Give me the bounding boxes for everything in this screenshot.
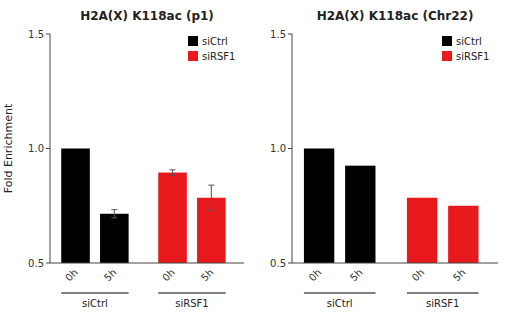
legend: siCtrl siRSF1 bbox=[442, 36, 489, 62]
legend: siCtrl siRSF1 bbox=[188, 36, 235, 62]
x-axis bbox=[50, 263, 244, 264]
group-bracket bbox=[158, 293, 225, 294]
y-tick bbox=[46, 148, 50, 149]
bar bbox=[345, 166, 375, 263]
x-tick-label: 0h bbox=[160, 267, 177, 284]
x-tick-label: 5h bbox=[102, 267, 119, 284]
group-bracket bbox=[61, 293, 128, 294]
chart-root: H2A(X) K118ac (p1) Fold Enrichment 0.5 1.0 1… bbox=[0, 0, 508, 333]
y-axis-label: Fold Enrichment bbox=[2, 103, 15, 193]
marks bbox=[61, 149, 225, 264]
error-bar bbox=[170, 170, 176, 175]
error-cap bbox=[170, 175, 176, 176]
y-tick-label: 0.5 bbox=[28, 258, 44, 269]
y-tick bbox=[288, 263, 292, 264]
panel: H2A(X) K118ac (Chr22) 0.5 1.0 1.5 0h 5h siCtrl… bbox=[270, 9, 498, 309]
y-tick-label: 1.0 bbox=[28, 143, 44, 154]
legend-label: siRSF1 bbox=[456, 51, 489, 62]
y-tick-label: 1.5 bbox=[270, 29, 286, 40]
error-stem bbox=[172, 170, 173, 175]
panel: H2A(X) K118ac (p1) Fold Enrichment 0.5 1.0 1… bbox=[2, 9, 244, 309]
y-tick bbox=[288, 34, 292, 35]
error-stem bbox=[211, 185, 212, 210]
x-tick-label: 5h bbox=[451, 267, 468, 284]
y-axis bbox=[292, 34, 293, 263]
group-label: siCtrl bbox=[82, 298, 108, 309]
error-stem bbox=[114, 210, 115, 218]
legend-swatch bbox=[442, 51, 452, 61]
y-axis bbox=[50, 34, 51, 263]
y-tick-label: 1.0 bbox=[270, 143, 286, 154]
bar bbox=[100, 214, 129, 263]
bar bbox=[158, 173, 187, 263]
group-bracket bbox=[407, 293, 479, 294]
error-cap bbox=[208, 210, 214, 211]
bar bbox=[304, 149, 334, 264]
error-cap bbox=[170, 169, 176, 170]
bar bbox=[61, 149, 90, 264]
x-tick-label: 0h bbox=[63, 267, 80, 284]
group-label: siCtrl bbox=[327, 298, 353, 309]
marks bbox=[304, 149, 479, 264]
x-tick-label: 5h bbox=[199, 267, 216, 284]
y-tick bbox=[46, 263, 50, 264]
y-tick bbox=[288, 148, 292, 149]
group-bracket bbox=[304, 293, 376, 294]
legend-label: siRSF1 bbox=[202, 51, 235, 62]
legend-label: siCtrl bbox=[202, 36, 228, 47]
bar bbox=[407, 198, 437, 263]
title: H2A(X) K118ac (p1) bbox=[80, 9, 214, 23]
legend-swatch bbox=[188, 36, 198, 46]
y-tick bbox=[46, 34, 50, 35]
error-bar bbox=[208, 185, 214, 210]
bar bbox=[448, 206, 478, 263]
x-axis bbox=[292, 263, 498, 264]
error-cap bbox=[208, 185, 214, 186]
title: H2A(X) K118ac (Chr22) bbox=[317, 9, 474, 23]
x-tick-label: 5h bbox=[348, 267, 365, 284]
group-label: siRSF1 bbox=[175, 298, 208, 309]
y-tick-label: 1.5 bbox=[28, 29, 44, 40]
error-cap bbox=[111, 217, 117, 218]
legend-label: siCtrl bbox=[456, 36, 482, 47]
error-cap bbox=[111, 209, 117, 210]
error-bar bbox=[111, 210, 117, 218]
x-tick-label: 0h bbox=[410, 267, 427, 284]
legend-swatch bbox=[188, 51, 198, 61]
x-tick-label: 0h bbox=[307, 267, 324, 284]
legend-swatch bbox=[442, 36, 452, 46]
y-tick-label: 0.5 bbox=[270, 258, 286, 269]
group-label: siRSF1 bbox=[426, 298, 459, 309]
